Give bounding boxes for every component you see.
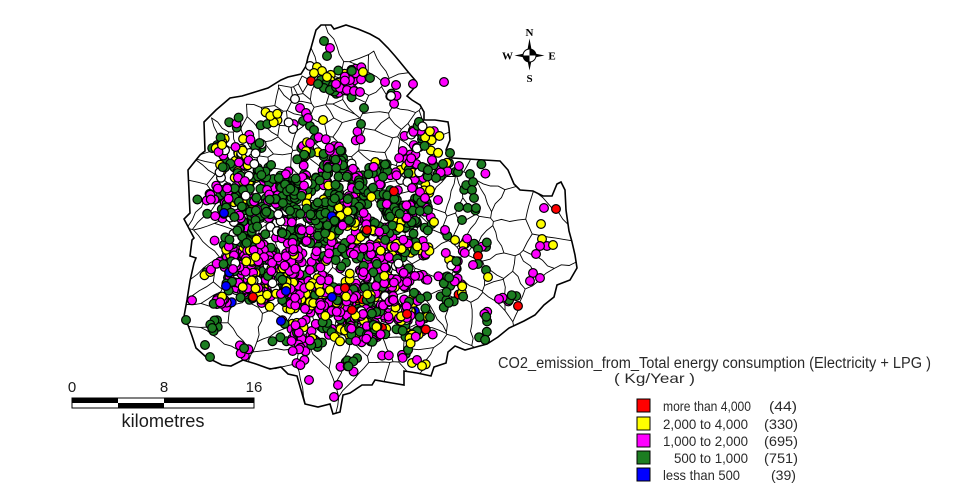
svg-text:S: S (526, 73, 532, 85)
svg-text:( Kg/Year ): ( Kg/Year ) (614, 370, 695, 386)
svg-text:CO2_emission_from_Total energy: CO2_emission_from_Total energy consumpti… (498, 355, 931, 372)
svg-text:16: 16 (246, 379, 263, 396)
svg-text:N: N (526, 27, 534, 39)
svg-text:8: 8 (160, 379, 168, 396)
svg-text:2,000 to 4,000: 2,000 to 4,000 (663, 416, 748, 432)
svg-text:(330): (330) (764, 416, 798, 432)
svg-text:less than 500: less than 500 (663, 467, 740, 483)
svg-text:E: E (548, 51, 555, 63)
svg-text:(44): (44) (769, 398, 797, 414)
svg-text:(39): (39) (771, 467, 796, 483)
svg-text:1,000 to 2,000: 1,000 to 2,000 (663, 433, 748, 449)
svg-text:W: W (502, 51, 513, 63)
svg-text:(751): (751) (764, 450, 798, 466)
svg-text:kilometres: kilometres (122, 411, 205, 431)
svg-text:0: 0 (68, 379, 76, 396)
svg-text:500 to 1,000: 500 to 1,000 (674, 450, 748, 466)
svg-text:(695): (695) (764, 433, 798, 449)
svg-text:more than 4,000: more than 4,000 (663, 398, 751, 414)
